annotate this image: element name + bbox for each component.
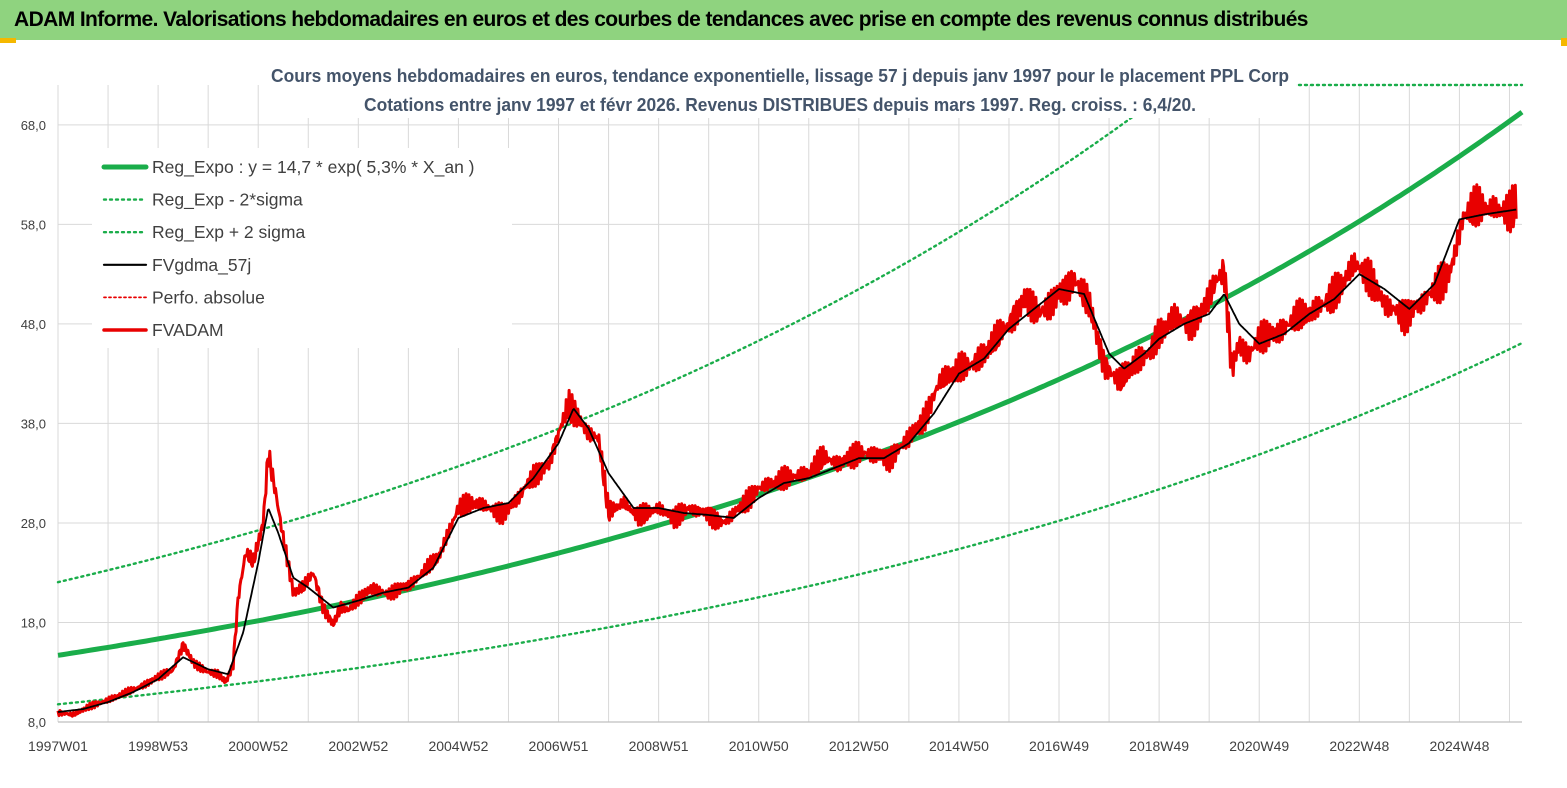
header-title: ADAM Informe. Valorisations hebdomadaire…: [14, 8, 1308, 31]
legend-label-price: FVADAM: [152, 320, 224, 340]
legend-label-lower: Reg_Exp - 2*sigma: [152, 190, 303, 211]
chart-svg: 8,0 18,0 28,0 38,0 48,0 58,0 68,0 1997W01 1998W…: [21, 58, 1524, 754]
grid: [57, 85, 1522, 723]
legend-label-trend: Reg_Expo : y = 14,7 * exp( 5,3% * X_an ): [152, 157, 475, 178]
x-tick-label: 2010W50: [729, 738, 789, 754]
chart-title: Cours moyens hebdomadaires en euros, ten…: [271, 66, 1289, 86]
y-tick-label: 68,0: [21, 118, 46, 133]
legend-label-upper: Reg_Exp + 2 sigma: [152, 222, 305, 243]
title-box: [268, 58, 1296, 118]
accent-corner-right: [1561, 38, 1567, 46]
legend-label-smooth: FVgdma_57j: [152, 255, 251, 276]
series-fvgdma-57j: [57, 208, 1517, 713]
y-tick-label: 18,0: [21, 615, 46, 630]
y-tick-label: 48,0: [21, 317, 46, 332]
series-reg-exp-minus-2-sigma: [56, 341, 1524, 706]
y-axis: 8,0 18,0 28,0 38,0 48,0 58,0 68,0: [21, 118, 46, 730]
x-tick-label: 2018W49: [1129, 738, 1189, 754]
x-tick-label: 2014W50: [929, 738, 989, 754]
y-tick-label: 8,0: [28, 715, 46, 730]
x-tick-label: 2000W52: [228, 738, 288, 754]
y-tick-label: 38,0: [21, 416, 46, 431]
x-tick-label: 2020W49: [1229, 738, 1289, 754]
y-tick-label: 28,0: [21, 516, 46, 531]
x-tick-label: 2004W52: [428, 738, 488, 754]
x-tick-label: 2002W52: [328, 738, 388, 754]
x-tick-label: 2008W51: [629, 738, 689, 754]
x-axis: 1997W01 1998W53 2000W52 2002W52 2004W52 2006W…: [28, 721, 1522, 754]
y-tick-label: 58,0: [21, 217, 46, 232]
x-tick-label: 1998W53: [128, 738, 188, 754]
x-tick-label: 2006W51: [529, 738, 589, 754]
legend: Reg_Expo : y = 14,7 * exp( 5,3% * X_an )…: [101, 157, 475, 340]
accent-corner-left: [0, 38, 16, 43]
x-tick-label: 1997W01: [28, 738, 88, 754]
chart-subtitle: Cotations entre janv 1997 et févr 2026. …: [364, 95, 1196, 115]
legend-box: [92, 148, 512, 348]
x-tick-label: 2016W49: [1029, 738, 1089, 754]
x-tick-label: 2022W48: [1329, 738, 1389, 754]
header-banner: ADAM Informe. Valorisations hebdomadaire…: [0, 0, 1567, 40]
legend-label-perf: Perfo. absolue: [152, 287, 265, 307]
x-tick-label: 2024W48: [1429, 738, 1489, 754]
series-fvadam: [56, 183, 1518, 718]
x-tick-label: 2012W50: [829, 738, 889, 754]
chart-frame: 8,0 18,0 28,0 38,0 48,0 58,0 68,0 1997W01 1998W…: [0, 40, 1567, 783]
